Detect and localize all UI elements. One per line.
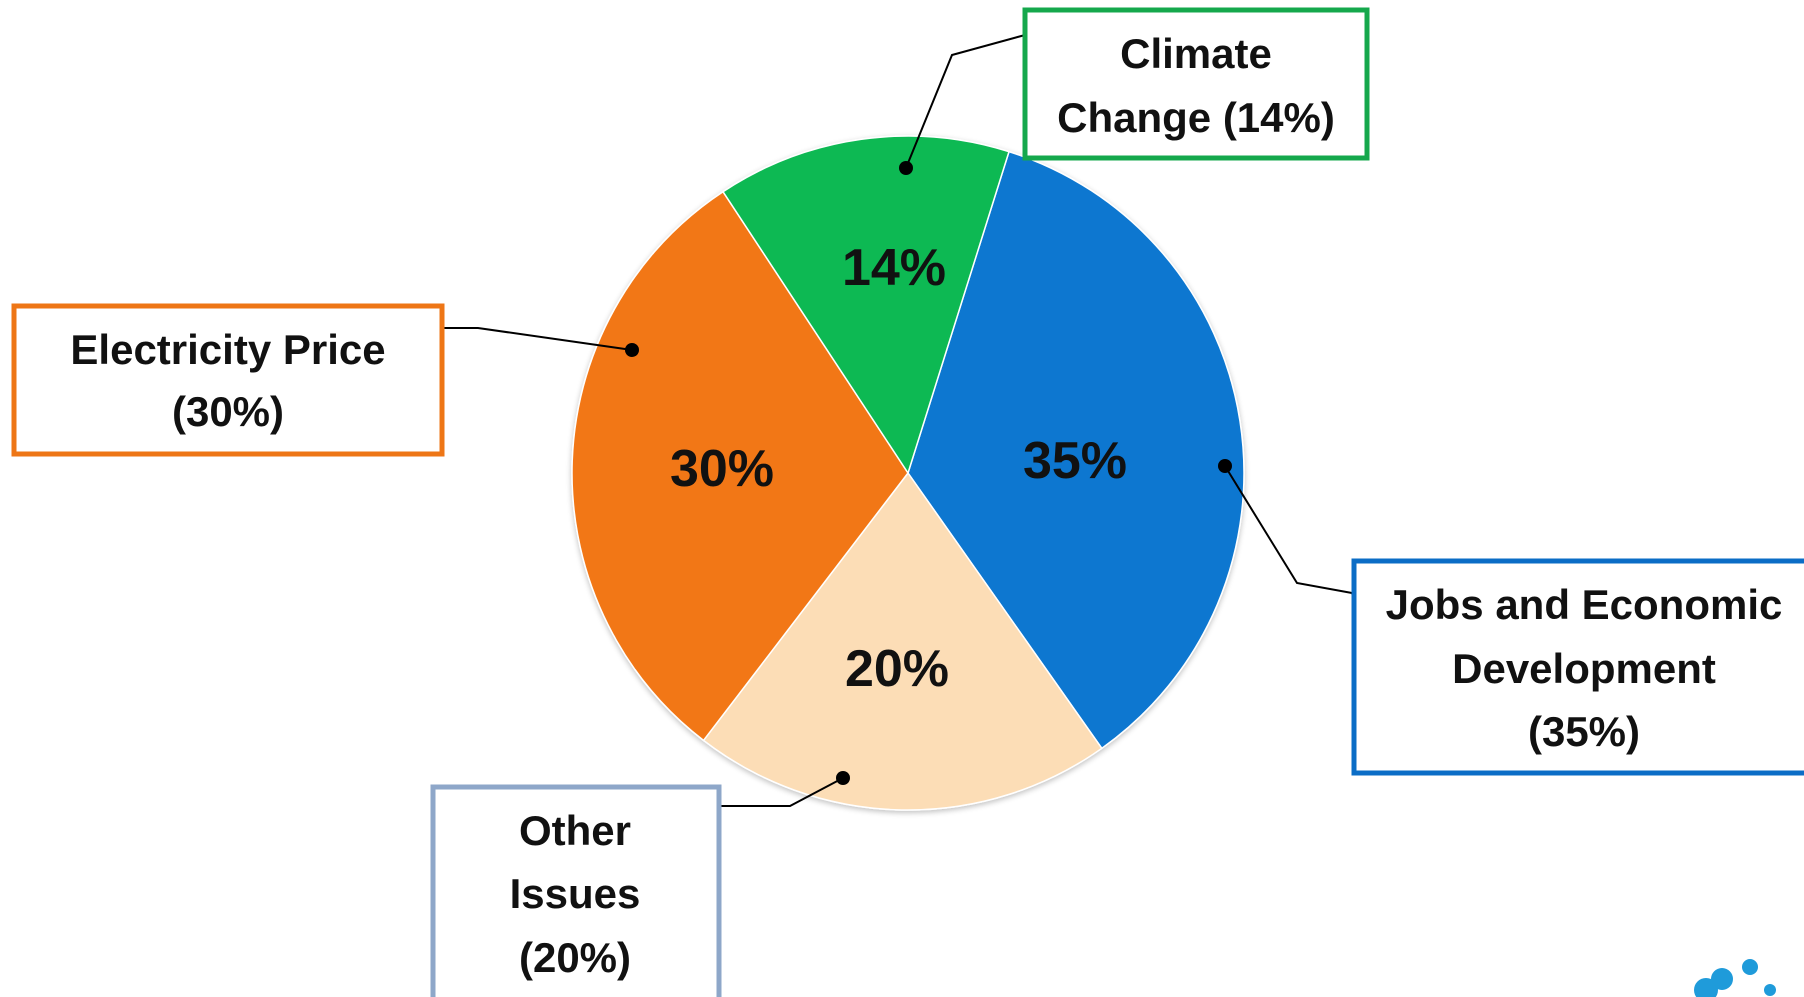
callout-text-other: (20%) — [519, 934, 631, 981]
callout-text-other: Issues — [510, 870, 641, 917]
callout-boxes: Jobs and Economic Development (35%) Other Is… — [11, 7, 1804, 997]
leader-dot-electricity — [625, 343, 639, 357]
pie-slice-climate — [721, 135, 1010, 475]
pie-slice-electricity — [571, 190, 909, 742]
leader-dot-other — [836, 771, 850, 785]
callout-box-other — [430, 784, 722, 997]
pie-slice-jobs — [907, 150, 1245, 750]
leader-dot-climate — [899, 161, 913, 175]
leader-dot-jobs — [1218, 459, 1232, 473]
pie-slice-other — [702, 471, 1103, 811]
brand-logo — [1694, 959, 1776, 997]
percent-labels: 35% 20% 30% 14% — [670, 239, 1127, 698]
leader-lines — [442, 34, 1355, 807]
slice-label-other: 20% — [845, 640, 949, 698]
logo-dot — [1694, 978, 1718, 997]
slice-label-jobs: 35% — [1023, 432, 1127, 490]
callout-text-jobs: Development — [1452, 645, 1716, 692]
callout-box-climate — [1022, 7, 1370, 161]
logo-dot — [1742, 959, 1758, 975]
slice-label-climate: 14% — [842, 239, 946, 297]
leader-line-other — [720, 777, 844, 807]
callout-text-other: Other — [519, 807, 631, 854]
logo-dot — [1764, 984, 1776, 996]
callout-text-climate: Change (14%) — [1057, 94, 1335, 141]
callout-text-electricity: (30%) — [172, 388, 284, 435]
callout-box-electricity — [11, 303, 445, 457]
leader-line-climate — [905, 34, 1026, 169]
callout-text-climate: Climate — [1120, 30, 1272, 77]
slice-label-electricity: 30% — [670, 440, 774, 498]
pie-slices — [571, 135, 1245, 811]
leader-line-electricity — [442, 327, 633, 351]
callout-text-jobs: Jobs and Economic — [1386, 581, 1783, 628]
callout-box-jobs — [1351, 558, 1804, 776]
callout-text-electricity: Electricity Price — [70, 326, 385, 373]
callout-text-jobs: (35%) — [1528, 708, 1640, 755]
